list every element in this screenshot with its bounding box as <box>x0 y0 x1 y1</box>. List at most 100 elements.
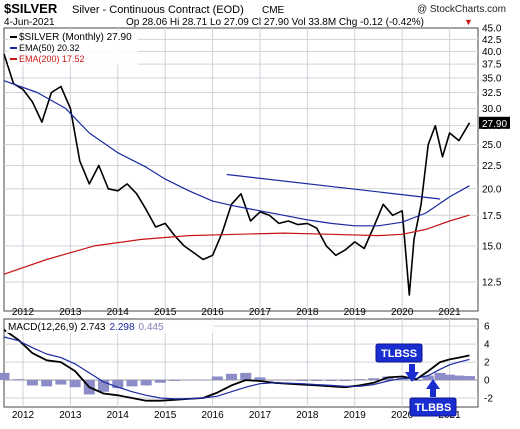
macd-y-tick-label: -2 <box>484 394 493 405</box>
tlbss-box <box>375 343 423 363</box>
ema200-line <box>3 214 470 275</box>
macd-x-tick-label: 2017 <box>249 410 272 421</box>
macd-panel <box>3 318 479 408</box>
macd-line <box>3 329 470 402</box>
macd-x-tick-label: 2014 <box>107 410 130 421</box>
macd-legend-hist: 0.445 <box>139 322 164 333</box>
macd-x-tick-label: 2018 <box>296 410 319 421</box>
macd-hist-bar <box>0 372 10 381</box>
price-line <box>3 53 471 296</box>
price-y-tick-label: 20.0 <box>482 184 502 195</box>
legend-ema50: EMA(50) 20.32 <box>19 43 80 53</box>
price-y-tick-label: 45.0 <box>482 24 502 35</box>
macd-hist-bar <box>268 380 280 381</box>
legend-price: $SILVER (Monthly) 27.90 <box>19 32 132 43</box>
price-y-tick-label: 42.5 <box>482 35 502 46</box>
macd-hist-bar <box>354 379 365 381</box>
price-x-tick-label: 2019 <box>344 307 367 318</box>
macd-hist-bar <box>112 380 124 389</box>
macd-series <box>0 329 475 402</box>
macd-hist-bar <box>226 373 238 381</box>
macd-y-tick-label: 4 <box>484 340 490 351</box>
macd-hist-bar <box>197 380 209 381</box>
tlbss-annotation: TLBSS <box>375 343 423 382</box>
tlbbs-annotation: TLBBS <box>409 379 457 417</box>
tlbbs-box <box>409 397 457 417</box>
macd-legend-macd: 2.743 <box>80 322 105 333</box>
trendline <box>226 173 441 200</box>
macd-x-tick-label: 2013 <box>59 410 82 421</box>
price-x-tick-label: 2014 <box>107 307 130 318</box>
macd-x-tick-label: 2016 <box>201 410 224 421</box>
macd-hist-bar <box>339 380 351 381</box>
price-x-tick-label: 2012 <box>12 307 35 318</box>
macd-hist-bar <box>444 374 456 381</box>
price-y-tick-label: 32.5 <box>482 88 502 99</box>
macd-y-axis: -2 0 2 4 6 <box>484 322 493 405</box>
price-x-tick-label: 2016 <box>201 307 224 318</box>
exchange-label: CME <box>262 5 285 16</box>
macd-hist-bar <box>254 377 266 381</box>
macd-hist-bar <box>98 380 110 392</box>
macd-legend: MACD(12,26,9) 2.743 2.298 0.445 <box>8 322 164 333</box>
price-y-tick-label: 12.5 <box>482 278 502 289</box>
macd-hist-bar <box>211 376 223 381</box>
price-y-tick-label: 35.0 <box>482 73 502 84</box>
price-y-tick-label: 15.0 <box>482 241 502 252</box>
chg-down-arrow-icon: ▼ <box>464 17 473 27</box>
price-x-tick-label: 2015 <box>154 307 177 318</box>
macd-hist-bar <box>12 379 24 381</box>
macd-hist-bar <box>434 372 446 381</box>
macd-y-tick-label: 0 <box>484 376 490 387</box>
macd-y-tick-label: 2 <box>484 358 490 369</box>
macd-hist-bar <box>422 375 434 381</box>
down-arrow-icon <box>405 364 419 382</box>
macd-hist-bar <box>183 380 195 381</box>
macd-hist-bar <box>463 376 475 381</box>
macd-hist-bar <box>69 380 81 388</box>
price-y-tick-label: 25.0 <box>482 140 502 151</box>
price-y-tick-label: 37.5 <box>482 60 502 71</box>
price-x-axis: 2012 2013 2014 2015 2016 2017 2018 2019 2020 2021 <box>12 307 461 318</box>
macd-hist-bar <box>240 372 252 381</box>
up-arrow-icon <box>426 379 440 397</box>
price-x-tick-label: 2021 <box>438 307 461 318</box>
macd-y-tick-label: 6 <box>484 322 490 333</box>
price-y-tick-label: 22.5 <box>482 161 502 172</box>
price-x-tick-label: 2013 <box>59 307 82 318</box>
last-price-label: 27.90 <box>482 119 507 130</box>
macd-hist-bar <box>368 378 380 381</box>
macd-hist-bar <box>311 380 323 381</box>
macd-x-tick-label: 2012 <box>12 410 35 421</box>
price-x-tick-label: 2017 <box>249 307 272 318</box>
macd-x-tick-label: 2015 <box>154 410 177 421</box>
price-y-tick-label: 30.0 <box>482 104 502 115</box>
macd-legend-label: MACD(12,26,9) <box>8 322 77 333</box>
tlbss-label: TLBSS <box>381 348 417 360</box>
macd-hist-bar <box>325 380 337 381</box>
instrument-name: Silver - Continuous Contract (EOD) <box>72 4 244 16</box>
ema50-line <box>3 80 470 227</box>
price-x-tick-label: 2020 <box>391 307 414 318</box>
legend-ema200: EMA(200) 17.52 <box>19 54 85 64</box>
tlbbs-label: TLBBS <box>415 402 452 414</box>
copyright: @ StockCharts.com <box>417 4 506 15</box>
legend-box <box>8 31 138 65</box>
macd-hist-bar <box>282 380 294 381</box>
macd-x-tick-label: 2019 <box>344 410 367 421</box>
macd-hist-bar <box>41 380 53 387</box>
macd-hist-bar <box>453 375 465 381</box>
macd-hist-bar <box>396 378 408 381</box>
last-price-marker <box>479 116 510 129</box>
price-y-tick-label: 40.0 <box>482 47 502 58</box>
symbol-title: $SILVER <box>4 1 58 16</box>
macd-hist-bar <box>26 380 38 386</box>
macd-hist-bar <box>140 380 152 386</box>
ohlc-readout: Op 28.06 Hi 28.71 Lo 27.09 Cl 27.90 Vol … <box>126 17 424 28</box>
macd-hist-bar <box>297 380 309 381</box>
date-label: 4-Jun-2021 <box>4 17 55 28</box>
price-y-tick-label: 17.5 <box>482 211 502 222</box>
price-series: 27.90 <box>3 53 510 296</box>
